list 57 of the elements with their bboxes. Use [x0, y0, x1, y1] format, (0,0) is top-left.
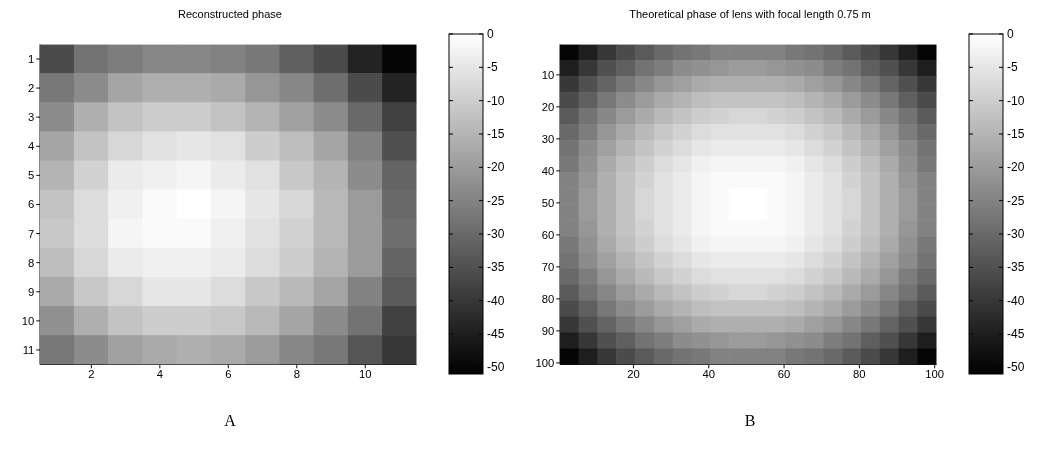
color-bar-label: -20 — [487, 160, 505, 175]
chart-title: Theoretical phase of lens with focal length 0.75 m — [628, 8, 872, 22]
color-bar-label: -45 — [1007, 327, 1025, 341]
y-tick-label: 2 — [28, 82, 35, 95]
y-tick-label: 30 — [541, 132, 555, 145]
color-bar-label: -20 — [1007, 160, 1025, 175]
x-tick-label: 80 — [853, 368, 866, 381]
color-bar-label: -45 — [487, 327, 505, 341]
color-bar-label: -50 — [1007, 360, 1025, 375]
color-bar-label: -5 — [1007, 60, 1018, 75]
color-bar-label: -40 — [1007, 293, 1025, 308]
y-tick-label: 6 — [28, 198, 35, 211]
y-tick-label: 60 — [541, 228, 555, 241]
y-tick-label: 40 — [541, 164, 555, 177]
y-tick-label: 9 — [28, 285, 35, 298]
y-tick-label: 90 — [541, 324, 555, 337]
y-tick-label: 50 — [541, 196, 555, 209]
x-tick-label: 20 — [627, 368, 640, 381]
x-tick-label: 100 — [925, 368, 945, 381]
x-tick-label: 2 — [88, 368, 95, 381]
y-tick-label: 10 — [21, 314, 35, 327]
x-tick-label: 8 — [293, 368, 300, 381]
y-tick-label: 20 — [541, 100, 555, 113]
y-tick-label: 10 — [541, 68, 555, 81]
color-bar-label: -10 — [487, 93, 505, 108]
color-bar-label: -15 — [1007, 127, 1025, 141]
y-tick-label: 100 — [535, 356, 555, 369]
x-tick-label: 40 — [702, 368, 716, 381]
color-bar-label: -30 — [1007, 227, 1025, 241]
x-tick-label: 4 — [156, 368, 163, 381]
x-tick-label: 6 — [225, 368, 232, 381]
color-bar-label: 0 — [1007, 27, 1014, 41]
color-bar-label: -5 — [487, 60, 498, 75]
text: A — [223, 412, 237, 430]
y-tick-label: 11 — [22, 343, 35, 356]
y-tick-label: 4 — [28, 140, 35, 153]
x-tick-label: 10 — [358, 368, 372, 381]
y-tick-label: 3 — [28, 111, 35, 124]
y-tick-label: 5 — [28, 169, 35, 182]
color-bar-label: -15 — [487, 127, 505, 141]
color-bar-label: -50 — [487, 360, 505, 375]
color-bar-label: -25 — [1007, 193, 1025, 208]
color-bar-label: -30 — [487, 227, 505, 241]
color-bar-label: -25 — [487, 193, 505, 208]
color-bar-label: -40 — [487, 293, 505, 308]
color-bar-label: -35 — [487, 260, 505, 275]
y-tick-label: 70 — [541, 260, 555, 273]
y-tick-label: 80 — [541, 292, 555, 305]
y-tick-label: 1 — [28, 52, 35, 65]
x-tick-label: 60 — [777, 368, 791, 381]
y-tick-label: 7 — [28, 227, 35, 240]
color-bar-label: -10 — [1007, 93, 1025, 108]
color-bar-label: 0 — [487, 27, 494, 41]
color-bar-label: -35 — [1007, 260, 1025, 275]
text: B — [743, 412, 757, 430]
chart-title: Reconstructed phase — [177, 8, 283, 22]
y-tick-label: 8 — [28, 256, 35, 269]
